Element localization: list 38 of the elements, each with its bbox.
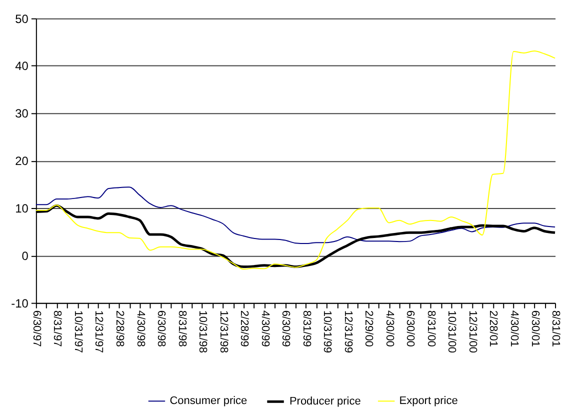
x-tick-label: 4/30/98 [134,310,146,347]
x-tick-label: 10/31/00 [446,310,458,354]
x-tick-label: 8/31/99 [300,310,312,347]
x-tick-label: 6/30/00 [404,310,416,347]
x-tick-label: 8/31/98 [176,310,188,347]
x-tick-label: 2/28/01 [487,310,500,347]
y-tick-label: -10 [11,296,29,310]
x-tick-label: 12/31/97 [92,310,105,354]
x-tick-label: 6/30/99 [280,310,292,347]
legend-label: Producer price [289,396,361,408]
x-tick-label: 6/30/97 [30,310,42,347]
x-tick-label: 10/31/98 [196,310,209,354]
x-tick-label: 2/29/00 [362,310,375,347]
y-tick-label: 20 [15,154,29,168]
x-tick-label: 8/31/01 [550,310,562,347]
x-tick-label: 10/31/99 [321,310,334,354]
x-tick-label: 12/31/00 [466,310,478,354]
y-tick-label: 0 [22,248,29,263]
x-tick-label: 4/30/99 [258,310,271,347]
x-tick-label: 6/30/01 [528,310,541,347]
line-series [35,50,556,270]
legend-label: Export price [399,395,458,408]
legend-label: Consumer price [170,395,248,408]
x-tick-label: 12/31/98 [217,310,230,354]
x-tick-label: 10/31/97 [72,310,84,354]
y-tick-label: 10 [15,201,29,216]
x-tick-label: 4/30/00 [383,310,396,347]
y-tick-label: 30 [15,106,29,121]
line-series [35,186,556,244]
x-tick-label: 4/30/01 [508,310,520,347]
y-tick-label: 40 [15,59,29,74]
x-tick-label: 6/30/98 [155,310,168,347]
x-tick-label: 8/31/00 [424,310,437,347]
x-tick-label: 12/31/99 [342,310,354,354]
y-tick-label: 50 [15,12,29,26]
x-tick-label: 2/28/99 [238,310,250,347]
x-tick-label: 2/28/98 [113,310,126,347]
x-tick-label: 8/31/97 [51,310,64,347]
